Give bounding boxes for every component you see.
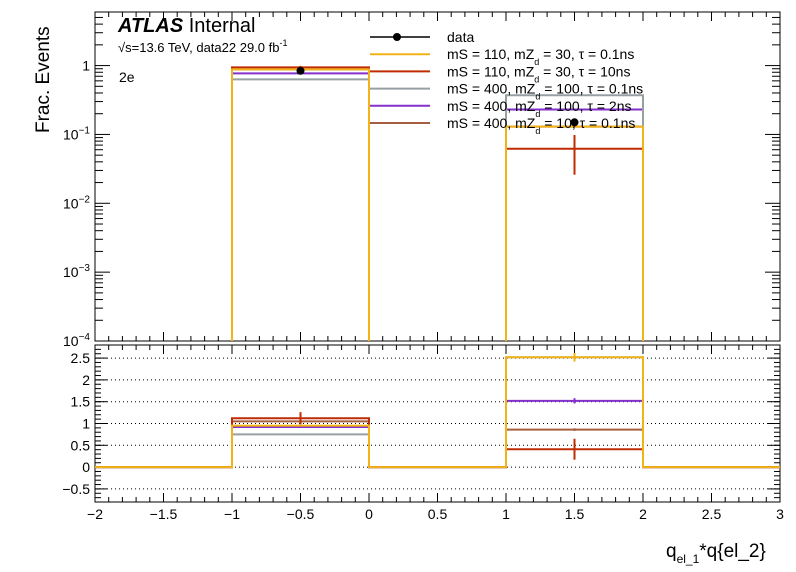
legend-label: mS = 110, mZd = 30, τ = 10ns	[447, 63, 630, 84]
ratio-y-tick-label: 2.5	[71, 350, 91, 366]
legend-label: mS = 110, mZd = 30, τ = 0.1ns	[447, 46, 634, 67]
x-tick-label: 2	[639, 506, 647, 522]
x-tick-label: 2.5	[702, 506, 722, 522]
x-tick-label: 0	[365, 506, 373, 522]
legend-label: mS = 400, mZd = 100, τ = 2ns	[447, 98, 631, 119]
y-tick-label: 10−4	[63, 332, 90, 349]
y-tick-label: 10−3	[63, 263, 90, 280]
ratio-y-tick-label: 0	[82, 459, 90, 475]
ratio-series	[95, 356, 780, 469]
legend-label: mS = 400, mZd = 10, τ = 0.1ns	[447, 115, 635, 136]
legend-label-rest: = 30, τ = 10ns	[539, 63, 630, 79]
legend-label-rest: = 100, τ = 0.1ns	[540, 81, 643, 97]
x-tick-label: 3	[776, 506, 784, 522]
legend-label: mS = 400, mZd = 100, τ = 0.1ns	[447, 81, 643, 102]
channel-label: 2e	[119, 69, 135, 85]
ratio-y-tick-label: 1.5	[71, 394, 91, 410]
legend-data-marker	[393, 33, 401, 41]
legend-label-rest: = 100, τ = 2ns	[540, 98, 631, 114]
data-point	[570, 118, 579, 127]
y-tick-label: 10−2	[63, 194, 90, 211]
y-tick-exponent: −1	[79, 125, 91, 136]
y-tick-exponent: −4	[79, 332, 91, 343]
legend-label-subscript: d	[535, 109, 540, 119]
legend-label-rest: = 10, τ = 0.1ns	[540, 115, 635, 131]
ratio-y-tick-label: 0.5	[71, 437, 91, 453]
x-tick-label: −1.5	[150, 506, 178, 522]
legend-label-subscript: d	[534, 57, 539, 67]
ratio-panel: −2 −1.5 −1 −0.5 0 0.5 1 1.5 2 2.5 3 −0.5 0 0.5 1 1.5 2 2.…	[62, 344, 784, 522]
ratio-y-tick-label: −0.5	[62, 481, 90, 497]
ratio-series	[95, 399, 780, 469]
legend-label-subscript: d	[534, 74, 539, 84]
legend-label-rest: = 30, τ = 0.1ns	[539, 46, 634, 62]
x-tick-label: −1	[224, 506, 240, 522]
energy-label: √s=13.6 TeV, data22 29.0 fb-1	[118, 38, 287, 55]
x-axis-label: qel_1*q{el_2}	[666, 541, 766, 566]
ratio-y-tick-label: 2	[82, 372, 90, 388]
y-tick-exponent: −2	[79, 194, 91, 205]
y-tick-label: 1	[82, 58, 90, 74]
y-axis-label: Frac. Events	[33, 26, 54, 133]
x-tick-label: 1	[502, 506, 510, 522]
y-tick-exponent: −3	[79, 263, 91, 274]
main-panel: 1 10−1 10−2 10−3 10−4	[63, 11, 781, 349]
legend-label-subscript: d	[535, 126, 540, 136]
legend-label: data	[447, 29, 474, 45]
atlas-label: ATLAS Internal	[117, 15, 255, 37]
x-tick-label: −0.5	[287, 506, 315, 522]
ratio-series	[95, 417, 780, 469]
data-point	[296, 66, 305, 75]
legend-label-subscript: d	[535, 92, 540, 102]
main-frame	[94, 11, 781, 342]
x-tick-label: 1.5	[565, 506, 585, 522]
ratio-series	[95, 420, 780, 469]
x-tick-label: −2	[87, 506, 103, 522]
ratio-frame	[94, 344, 781, 503]
x-tick-label: 0.5	[428, 506, 448, 522]
y-tick-label: 10−1	[63, 125, 90, 142]
ratio-y-tick-label: 1	[82, 416, 90, 432]
ratio-series	[95, 356, 780, 469]
